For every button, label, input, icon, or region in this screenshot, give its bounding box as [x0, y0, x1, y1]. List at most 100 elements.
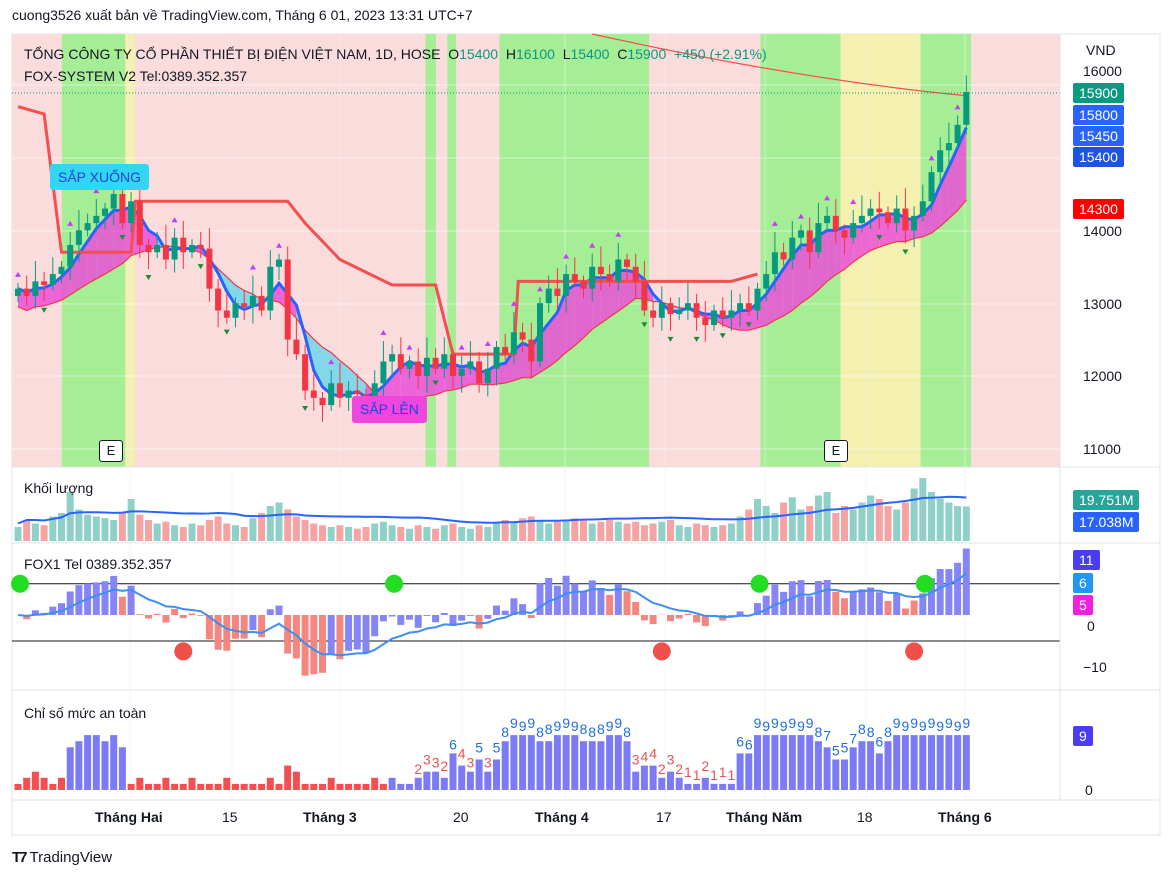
candle-body	[954, 124, 961, 144]
up-triangle-marker	[380, 330, 387, 336]
safety-bar	[597, 741, 605, 790]
fox1-buy-dot	[915, 574, 934, 593]
candle-body	[571, 274, 578, 282]
safety-bar	[719, 783, 727, 790]
indicator-legend[interactable]: FOX-SYSTEM V2 Tel:0389.352.357	[24, 68, 248, 84]
symbol-legend: TỔNG CÔNG TY CỔ PHẦN THIẾT BỊ ĐIỆN VIỆT …	[24, 46, 767, 62]
fox1-sell-dot	[905, 642, 924, 661]
volume-bar	[66, 492, 74, 541]
down-triangle-marker	[667, 336, 674, 342]
candle-body	[302, 354, 309, 391]
candle-body	[885, 212, 891, 224]
candle-body	[75, 230, 82, 245]
candle-body	[84, 223, 91, 231]
fox1-histogram-bar	[266, 609, 274, 615]
fox1-histogram-bar	[580, 591, 587, 615]
time-axis-label: Tháng Hai	[95, 809, 163, 825]
safety-bar	[292, 771, 300, 790]
volume-bar	[205, 520, 213, 541]
candle-body	[336, 383, 343, 398]
safety-bar	[188, 777, 196, 790]
safety-value-label: 9	[893, 715, 901, 731]
earnings-marker[interactable]: E	[99, 440, 123, 462]
volume-bar	[797, 509, 805, 541]
earnings-marker[interactable]: E	[824, 440, 848, 462]
safety-value-label: 8	[884, 724, 892, 740]
candle-body	[945, 143, 952, 151]
fox1-histogram-bar	[675, 615, 683, 619]
volume-bar	[771, 513, 779, 541]
safety-bar	[510, 735, 518, 790]
candle-body	[102, 208, 108, 216]
volume-bar	[110, 520, 118, 541]
volume-bar	[92, 516, 100, 541]
candle-body	[32, 281, 39, 296]
candle-body	[832, 215, 839, 231]
fox1-legend[interactable]: FOX1 Tel 0389.352.357	[24, 556, 172, 572]
fox1-histogram-bar	[858, 589, 866, 615]
candle-body	[719, 310, 726, 318]
fox1-histogram-bar	[545, 577, 553, 615]
volume-bar	[901, 502, 909, 541]
safety-value-label: 6	[736, 733, 744, 749]
safety-bar	[640, 765, 648, 790]
down-triangle-marker	[693, 336, 700, 342]
volume-bar	[292, 516, 300, 541]
safety-value-label: 8	[867, 724, 875, 740]
volume-bar	[640, 525, 648, 541]
volume-bar	[580, 520, 587, 541]
safety-bar	[23, 777, 31, 790]
change-value: +450 (+2.91%)	[674, 46, 767, 62]
down-triangle-marker	[302, 406, 309, 412]
volume-bars	[14, 478, 970, 541]
safety-bar	[858, 741, 866, 790]
candle-body	[354, 390, 361, 395]
down-triangle-marker	[719, 333, 726, 339]
fox1-histogram-bar	[31, 610, 39, 615]
candle-body	[815, 223, 822, 253]
volume-bar	[362, 527, 370, 541]
volume-bar	[658, 521, 666, 541]
time-axis-label: Tháng 6	[938, 809, 992, 825]
candle-body	[893, 208, 900, 224]
cloud-segment	[574, 285, 584, 346]
safety-value-label: 9	[919, 718, 927, 734]
volume-bar	[484, 527, 492, 541]
volume-bar	[562, 520, 570, 541]
candle-body	[267, 266, 274, 311]
candle-body	[128, 201, 135, 224]
fox1-histogram-bar	[780, 591, 788, 615]
candle-body	[510, 332, 517, 355]
volume-bar	[301, 520, 309, 541]
cloud-segment	[827, 230, 836, 282]
safety-value-label: 9	[962, 715, 970, 731]
safety-bar	[649, 765, 657, 790]
safety-bar	[197, 783, 205, 790]
volume-bar	[675, 525, 683, 541]
fox1-histogram-bar	[145, 615, 152, 619]
safety-value-label: 9	[762, 718, 770, 734]
volume-legend[interactable]: Khối lượng	[24, 480, 94, 496]
volume-bar	[527, 516, 535, 541]
candle-body	[911, 215, 918, 231]
safety-legend[interactable]: Chỉ số mức an toàn	[24, 705, 147, 721]
tradingview-logo[interactable]: T7 TradingView	[12, 849, 112, 866]
safety-value-label: 9	[519, 718, 527, 734]
safety-value-label: 1	[728, 767, 736, 783]
volume-bar	[197, 525, 205, 541]
up-triangle-marker	[850, 199, 857, 205]
cloud-segment	[322, 347, 332, 395]
green-regime-band	[499, 34, 650, 467]
safety-bar	[214, 783, 222, 790]
volume-bar	[884, 506, 892, 541]
fox1-histogram-bar	[519, 604, 527, 615]
fox1-histogram-bar	[893, 593, 901, 615]
candle-body	[554, 288, 561, 296]
candle-body	[154, 244, 161, 253]
safety-bar	[745, 753, 753, 790]
volume-bar	[510, 521, 518, 541]
safety-value-label: 7	[849, 730, 857, 746]
safety-value-label: 9	[936, 718, 944, 734]
high-label: H	[505, 46, 516, 62]
